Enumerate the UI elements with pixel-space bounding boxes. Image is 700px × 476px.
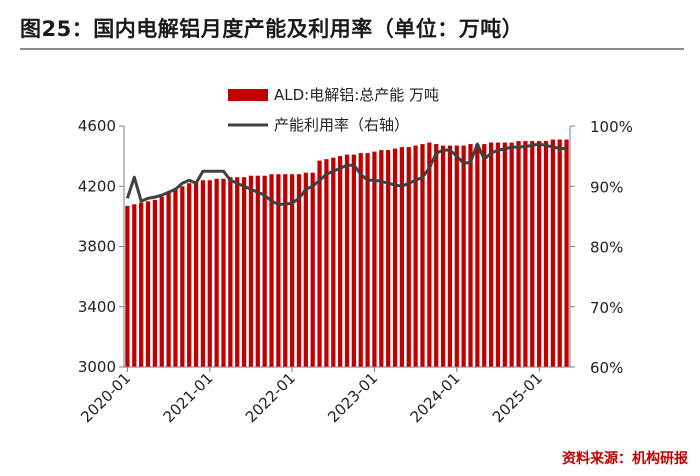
bar-2020-09 [180, 186, 185, 367]
bar-2025-01 [536, 141, 542, 367]
bar-2020-10 [187, 183, 192, 367]
bar-2022-11 [358, 153, 363, 367]
bar-2024-02 [461, 145, 466, 367]
x-tick-label-2025-01: 2025-01 [489, 369, 546, 426]
chart-title: 图25：国内电解铝月度产能及利用率（单位：万吨） [20, 17, 524, 41]
bar-2021-06 [241, 177, 247, 367]
legend-label-capacity: ALD:电解铝:总产能 万吨 [274, 86, 439, 104]
x-tick-label-2022-01: 2022-01 [242, 369, 299, 426]
bar-2024-03 [468, 144, 473, 367]
bar-2021-10 [269, 174, 274, 367]
bar-2024-04 [475, 144, 480, 367]
right-tick-label-90: 90% [590, 178, 623, 196]
x-tick-label-2023-01: 2023-01 [324, 369, 381, 426]
bar-2021-12 [283, 174, 288, 367]
bar-2020-01 [125, 205, 130, 367]
left-tick-label-4600: 4600 [78, 117, 116, 135]
x-tick-label-2021-01: 2021-01 [160, 369, 217, 426]
legend-label-utilization: 产能利用率（右轴） [274, 116, 409, 134]
bar-2023-12 [447, 145, 453, 367]
bar-2023-05 [399, 147, 405, 367]
x-tick-label-2020-01: 2020-01 [77, 369, 134, 426]
bar-2020-02 [132, 204, 137, 367]
bar-2021-05 [235, 177, 240, 367]
right-tick-label-100: 100% [590, 118, 633, 136]
bar-2024-11 [523, 141, 528, 367]
bar-2021-07 [248, 175, 254, 367]
bar-2023-01 [372, 151, 377, 367]
bar-2021-02 [214, 178, 219, 367]
right-tick-label-60: 60% [590, 359, 623, 377]
bar-2023-08 [420, 144, 425, 367]
bar-2023-06 [406, 147, 411, 367]
bar-2022-05 [317, 160, 322, 367]
bar-2025-03 [550, 139, 555, 367]
bar-2025-05 [564, 139, 569, 367]
bar-2022-07 [331, 157, 336, 367]
x-tick-label-2024-01: 2024-01 [407, 369, 464, 426]
bar-2020-04 [145, 201, 151, 367]
bar-2020-07 [166, 192, 171, 367]
bar-2022-03 [303, 172, 308, 367]
left-tick-label-3400: 3400 [78, 298, 116, 316]
bar-2021-03 [221, 178, 226, 367]
bar-2020-03 [139, 202, 144, 367]
bar-2022-10 [351, 154, 356, 367]
legend-swatch-capacity [228, 89, 268, 101]
bar-2024-12 [530, 141, 535, 367]
bar-2024-08 [502, 142, 507, 367]
bar-2020-06 [159, 196, 164, 367]
bar-2021-08 [255, 175, 260, 367]
bar-2024-06 [488, 142, 494, 367]
bar-2021-04 [228, 177, 233, 367]
utilization-line [125, 142, 567, 206]
source-note: 资料来源：机构研报 [562, 451, 688, 467]
title-divider [20, 48, 684, 50]
bar-2022-08 [338, 156, 343, 367]
bar-2022-01 [289, 174, 295, 367]
bar-2023-04 [392, 148, 398, 367]
bar-2025-04 [557, 139, 562, 367]
bar-2021-09 [262, 175, 267, 367]
bar-2022-09 [344, 154, 350, 367]
bar-2020-12 [200, 180, 206, 367]
bar-2020-08 [173, 189, 178, 367]
bar-2021-01 [207, 180, 212, 367]
bar-2023-09 [427, 142, 432, 367]
bar-2024-10 [516, 141, 521, 367]
right-tick-label-70: 70% [590, 299, 623, 317]
bar-2025-02 [543, 141, 549, 367]
bar-2024-07 [495, 142, 501, 367]
bar-2023-02 [379, 150, 384, 367]
bar-2022-02 [296, 174, 302, 367]
bar-2023-11 [440, 145, 446, 367]
bar-2023-07 [413, 145, 418, 367]
bar-2022-12 [365, 153, 370, 367]
right-tick-label-80: 80% [590, 239, 623, 257]
bar-2023-10 [434, 144, 439, 367]
left-tick-label-4200: 4200 [78, 177, 116, 195]
bar-2021-11 [276, 174, 281, 367]
bar-2024-01 [454, 145, 459, 367]
bar-2022-04 [310, 172, 315, 367]
bar-2024-09 [509, 142, 514, 367]
bar-2020-05 [152, 199, 158, 367]
bar-2023-03 [386, 150, 391, 367]
bar-2024-05 [482, 144, 487, 367]
left-tick-label-3000: 3000 [78, 358, 116, 376]
left-tick-label-3800: 3800 [78, 238, 116, 256]
bar-2020-11 [193, 181, 199, 367]
bar-2022-06 [324, 159, 329, 367]
